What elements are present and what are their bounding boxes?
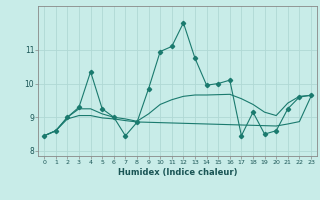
- X-axis label: Humidex (Indice chaleur): Humidex (Indice chaleur): [118, 168, 237, 177]
